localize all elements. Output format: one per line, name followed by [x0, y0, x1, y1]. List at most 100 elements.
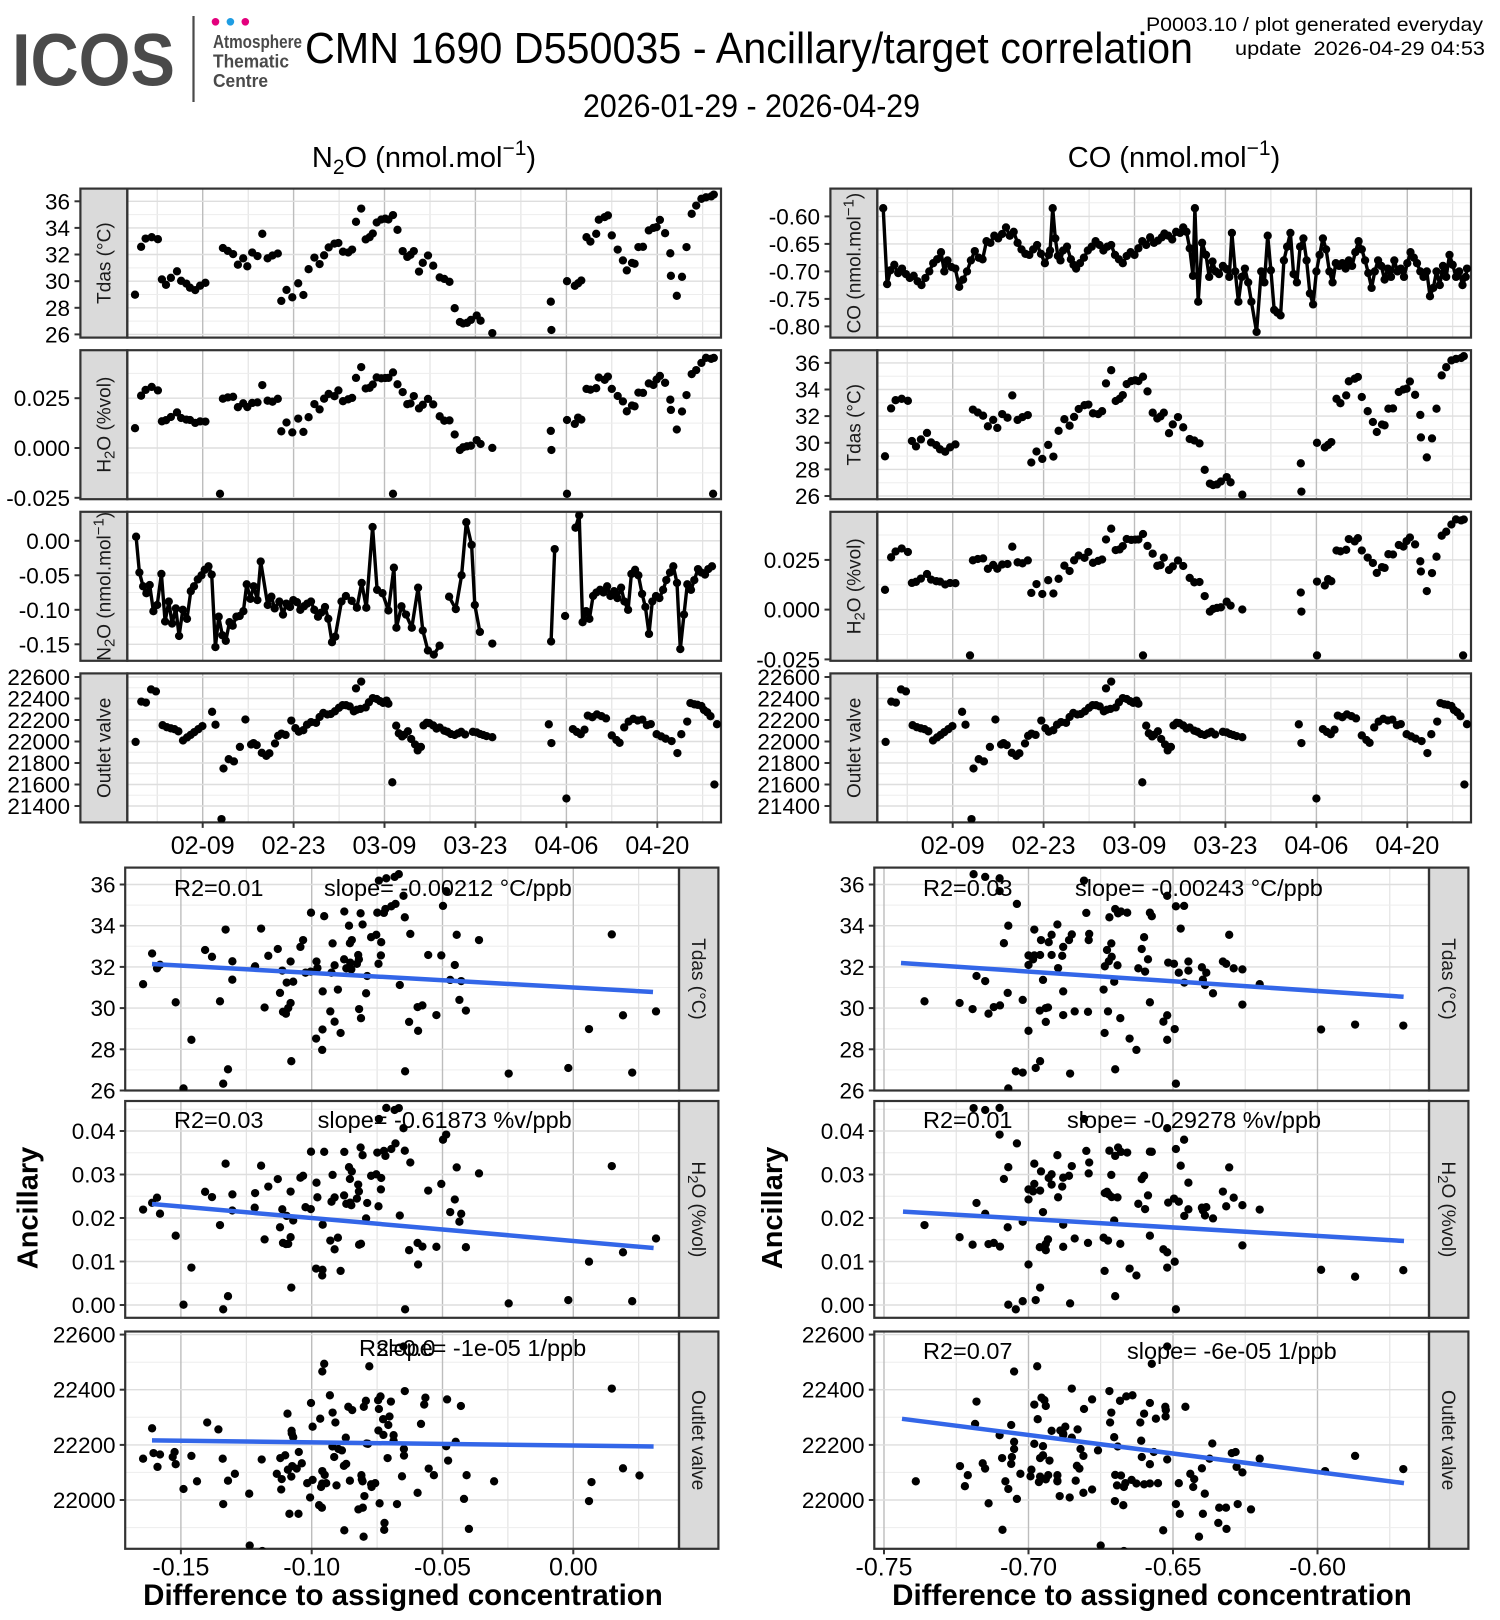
svg-text:-0.60: -0.60 [1289, 1554, 1346, 1582]
svg-text:28: 28 [45, 296, 70, 321]
svg-text:slope= -6e-05 1/ppb: slope= -6e-05 1/ppb [1127, 1338, 1337, 1364]
svg-text:R2=0.01: R2=0.01 [174, 875, 264, 901]
svg-text:21800: 21800 [7, 751, 70, 776]
svg-text:-0.10: -0.10 [19, 598, 70, 623]
svg-text:-0.70: -0.70 [1000, 1554, 1057, 1582]
svg-text:0.04: 0.04 [72, 1119, 116, 1144]
svg-text:04-06: 04-06 [1284, 832, 1348, 860]
svg-text:2026-01-29 - 2026-04-29: 2026-01-29 - 2026-04-29 [583, 88, 920, 124]
svg-text:0.00: 0.00 [821, 1293, 865, 1318]
svg-text:0.00: 0.00 [72, 1293, 116, 1318]
svg-text:02-09: 02-09 [921, 832, 985, 860]
svg-text:-0.75: -0.75 [856, 1554, 913, 1582]
svg-text:21600: 21600 [7, 773, 70, 798]
svg-text:0.02: 0.02 [72, 1206, 116, 1231]
svg-text:32: 32 [839, 955, 864, 980]
svg-text:03-09: 03-09 [353, 832, 417, 860]
svg-text:22000: 22000 [757, 730, 820, 755]
svg-text:36: 36 [90, 873, 115, 898]
svg-text:03-23: 03-23 [443, 832, 507, 860]
svg-text:-0.75: -0.75 [769, 287, 820, 312]
svg-text:-0.80: -0.80 [769, 314, 820, 339]
svg-text:22400: 22400 [802, 1378, 865, 1403]
svg-text:Outlet valve: Outlet valve [687, 1390, 708, 1490]
svg-text:-0.05: -0.05 [19, 563, 70, 588]
svg-text:0.02: 0.02 [821, 1206, 865, 1231]
svg-text:30: 30 [90, 996, 115, 1021]
svg-text:22200: 22200 [802, 1433, 865, 1458]
svg-text:22200: 22200 [7, 708, 70, 733]
svg-text:-0.025: -0.025 [756, 647, 820, 672]
svg-text:Tdas (°C): Tdas (°C) [94, 222, 115, 304]
svg-text:P0003.10 / plot generated ever: P0003.10 / plot generated everyday [1146, 14, 1483, 36]
svg-text:04-06: 04-06 [534, 832, 598, 860]
svg-text:N2O (nmol.mol−1): N2O (nmol.mol−1) [312, 137, 536, 179]
svg-text:slope= -0.61873 %v/ppb: slope= -0.61873 %v/ppb [318, 1107, 572, 1133]
svg-text:34: 34 [45, 216, 70, 241]
svg-text:21400: 21400 [757, 794, 820, 819]
svg-text:Atmosphere: Atmosphere [213, 32, 302, 52]
svg-text:34: 34 [839, 914, 864, 939]
svg-text:0.01: 0.01 [72, 1250, 116, 1275]
svg-text:22200: 22200 [757, 708, 820, 733]
svg-text:0.025: 0.025 [764, 548, 820, 573]
svg-text:Thematic: Thematic [213, 52, 289, 72]
svg-text:Outlet valve: Outlet valve [844, 698, 865, 798]
svg-text:32: 32 [90, 955, 115, 980]
svg-text:26: 26 [839, 1079, 864, 1104]
svg-text:R2=0.03: R2=0.03 [923, 875, 1013, 901]
svg-text:22600: 22600 [53, 1323, 116, 1348]
svg-text:22000: 22000 [7, 730, 70, 755]
svg-text:-0.70: -0.70 [769, 259, 820, 284]
svg-text:28: 28 [839, 1037, 864, 1062]
svg-text:Ancillary: Ancillary [13, 1147, 45, 1270]
svg-text:-0.10: -0.10 [283, 1554, 340, 1582]
svg-text:28: 28 [795, 457, 820, 482]
svg-text:21600: 21600 [757, 773, 820, 798]
svg-text:R2=0.01: R2=0.01 [923, 1107, 1013, 1133]
svg-text:0.00: 0.00 [549, 1554, 598, 1582]
svg-text:30: 30 [45, 269, 70, 294]
svg-text:-0.60: -0.60 [769, 204, 820, 229]
svg-text:R2=0.0: R2=0.0 [359, 1335, 435, 1361]
svg-text:update 2026-04-29 04:53: update 2026-04-29 04:53 [1235, 38, 1485, 60]
svg-text:H2O (%vol): H2O (%vol) [1434, 1161, 1458, 1257]
svg-text:R2=0.07: R2=0.07 [923, 1338, 1013, 1364]
svg-text:-0.15: -0.15 [152, 1554, 209, 1582]
svg-text:22600: 22600 [7, 665, 70, 690]
svg-text:22000: 22000 [53, 1488, 116, 1513]
svg-text:04-20: 04-20 [1375, 832, 1439, 860]
svg-text:H2O (%vol): H2O (%vol) [844, 538, 868, 634]
svg-text:22400: 22400 [757, 687, 820, 712]
svg-text:22400: 22400 [53, 1378, 116, 1403]
svg-text:36: 36 [45, 189, 70, 214]
svg-text:36: 36 [839, 873, 864, 898]
svg-text:02-09: 02-09 [171, 832, 235, 860]
svg-text:22600: 22600 [757, 665, 820, 690]
svg-text:0.00: 0.00 [26, 529, 70, 554]
svg-text:CMN 1690 D550035 - Ancillary/t: CMN 1690 D550035 - Ancillary/target corr… [305, 24, 1193, 73]
svg-text:26: 26 [90, 1079, 115, 1104]
svg-text:0.03: 0.03 [72, 1163, 116, 1188]
svg-text:30: 30 [839, 996, 864, 1021]
svg-text:22400: 22400 [7, 687, 70, 712]
svg-text:slope= -0.00212 °C/ppb: slope= -0.00212 °C/ppb [324, 875, 572, 901]
svg-text:34: 34 [795, 378, 820, 403]
svg-text:30: 30 [795, 431, 820, 456]
svg-text:-0.65: -0.65 [769, 232, 820, 257]
svg-text:32: 32 [45, 243, 70, 268]
svg-text:Outlet valve: Outlet valve [94, 698, 115, 798]
svg-text:0.025: 0.025 [14, 386, 70, 411]
svg-text:Difference to assigned concent: Difference to assigned concentration [892, 1579, 1412, 1612]
svg-text:0.01: 0.01 [821, 1250, 865, 1275]
svg-text:slope= -1e-05 1/ppb: slope= -1e-05 1/ppb [377, 1335, 587, 1361]
svg-text:Tdas (°C): Tdas (°C) [844, 384, 865, 466]
svg-text:Outlet valve: Outlet valve [1437, 1390, 1458, 1490]
svg-text:0.03: 0.03 [821, 1163, 865, 1188]
svg-text:-0.025: -0.025 [6, 486, 70, 511]
svg-text:N2O (nmol.mol−1): N2O (nmol.mol−1) [90, 512, 118, 661]
svg-text:32: 32 [795, 404, 820, 429]
svg-text:CO (nmol.mol−1): CO (nmol.mol−1) [1068, 137, 1280, 174]
svg-text:Difference to assigned concent: Difference to assigned concentration [143, 1579, 663, 1612]
svg-text:22000: 22000 [802, 1488, 865, 1513]
